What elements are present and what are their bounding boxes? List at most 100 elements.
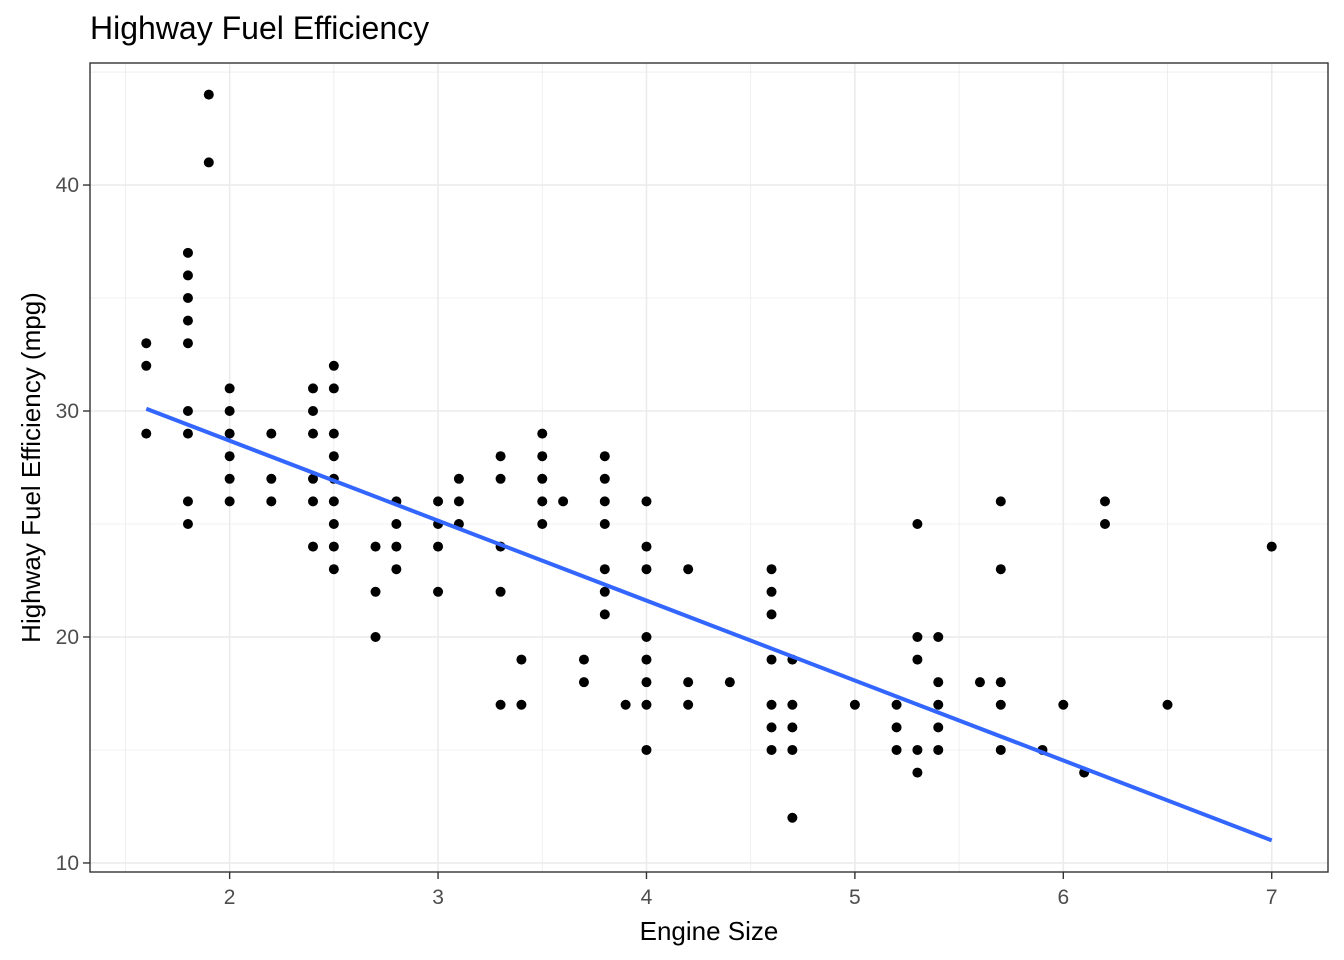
data-point <box>433 496 444 507</box>
data-point <box>683 564 694 575</box>
data-point <box>766 744 777 755</box>
data-point <box>724 677 735 688</box>
data-point <box>641 744 652 755</box>
data-point <box>683 677 694 688</box>
data-point <box>641 654 652 665</box>
data-point <box>370 631 381 642</box>
data-point <box>912 654 923 665</box>
data-point <box>912 518 923 529</box>
data-point <box>495 473 506 484</box>
data-point <box>787 722 798 733</box>
data-points <box>141 89 1277 823</box>
data-point <box>453 473 464 484</box>
data-point <box>224 406 235 417</box>
data-point <box>537 428 548 439</box>
x-tick-label: 3 <box>432 886 444 909</box>
data-point <box>1162 699 1173 710</box>
data-point <box>266 473 277 484</box>
x-tick-label: 6 <box>1057 886 1069 909</box>
data-point <box>182 518 193 529</box>
data-point <box>766 699 777 710</box>
data-point <box>766 654 777 665</box>
data-point <box>308 406 319 417</box>
data-point <box>933 631 944 642</box>
data-point <box>558 496 569 507</box>
data-point <box>224 383 235 394</box>
data-point <box>849 699 860 710</box>
data-point <box>891 744 902 755</box>
data-point <box>328 383 339 394</box>
data-point <box>328 496 339 507</box>
x-axis-ticks: 2 3 4 5 6 7 <box>224 872 1278 909</box>
data-point <box>641 631 652 642</box>
data-point <box>453 496 464 507</box>
data-point <box>891 699 902 710</box>
data-point <box>537 496 548 507</box>
data-point <box>328 451 339 462</box>
data-point <box>495 451 506 462</box>
data-point <box>203 89 214 100</box>
x-tick-label: 4 <box>641 886 653 909</box>
data-point <box>182 428 193 439</box>
data-point <box>182 406 193 417</box>
data-point <box>641 699 652 710</box>
data-point <box>141 338 152 349</box>
data-point <box>578 677 589 688</box>
data-point <box>495 699 506 710</box>
data-point <box>787 699 798 710</box>
data-point <box>182 293 193 304</box>
data-point <box>599 564 610 575</box>
data-point <box>1099 496 1110 507</box>
data-point <box>308 428 319 439</box>
data-point <box>308 541 319 552</box>
data-point <box>641 677 652 688</box>
data-point <box>641 541 652 552</box>
data-point <box>787 812 798 823</box>
data-point <box>141 428 152 439</box>
y-axis-label: Highway Fuel Efficiency (mpg) <box>16 292 46 643</box>
data-point <box>537 473 548 484</box>
data-point <box>328 360 339 371</box>
data-point <box>766 722 777 733</box>
data-point <box>224 428 235 439</box>
data-point <box>266 428 277 439</box>
data-point <box>1266 541 1277 552</box>
data-point <box>182 270 193 281</box>
data-point <box>620 699 631 710</box>
data-point <box>141 360 152 371</box>
data-point <box>224 496 235 507</box>
y-tick-label: 30 <box>56 400 79 423</box>
data-point <box>1099 518 1110 529</box>
x-axis-label: Engine Size <box>640 916 779 946</box>
data-point <box>933 744 944 755</box>
data-point <box>308 473 319 484</box>
data-point <box>391 564 402 575</box>
data-point <box>266 496 277 507</box>
data-point <box>599 518 610 529</box>
data-point <box>308 383 319 394</box>
data-point <box>537 518 548 529</box>
data-point <box>787 744 798 755</box>
data-point <box>641 564 652 575</box>
major-gridlines <box>90 63 1328 872</box>
data-point <box>766 609 777 620</box>
data-point <box>933 699 944 710</box>
data-point <box>182 247 193 258</box>
data-point <box>433 541 444 552</box>
data-point <box>391 541 402 552</box>
data-point <box>599 496 610 507</box>
data-point <box>578 654 589 665</box>
data-point <box>995 699 1006 710</box>
data-point <box>912 744 923 755</box>
data-point <box>995 496 1006 507</box>
chart-title: Highway Fuel Efficiency <box>90 10 430 46</box>
data-point <box>599 473 610 484</box>
data-point <box>766 564 777 575</box>
data-point <box>182 315 193 326</box>
x-tick-label: 2 <box>224 886 236 909</box>
data-point <box>912 631 923 642</box>
data-point <box>328 564 339 575</box>
data-point <box>328 518 339 529</box>
data-point <box>308 496 319 507</box>
